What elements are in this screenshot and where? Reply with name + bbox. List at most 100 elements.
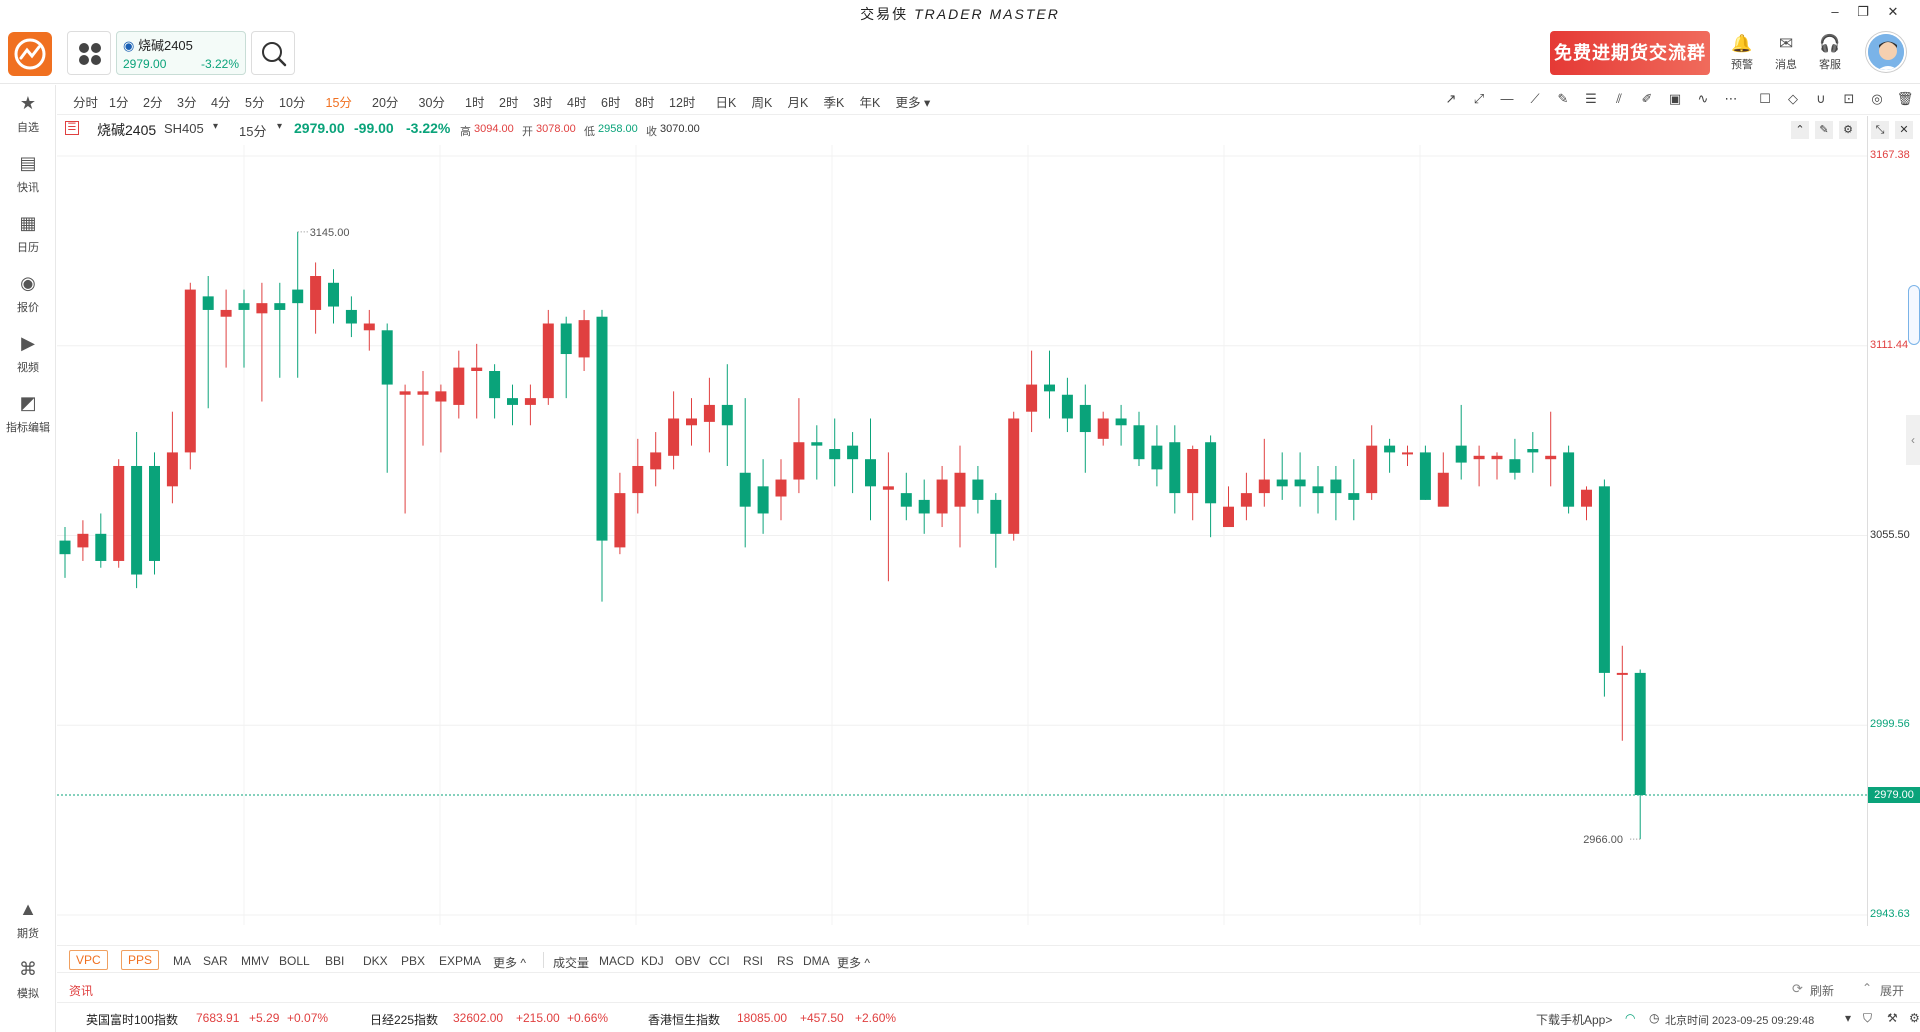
- minimize-button[interactable]: –: [1831, 4, 1839, 19]
- period-7[interactable]: 15分: [325, 96, 352, 110]
- collapse-panel-icon[interactable]: ‹: [1906, 415, 1920, 465]
- period-2[interactable]: 2分: [143, 96, 163, 110]
- index-name[interactable]: 日经225指数: [370, 1013, 439, 1027]
- indicator-main-0[interactable]: VPC: [69, 950, 108, 970]
- indicator-sub-4[interactable]: CCI: [709, 954, 730, 968]
- tools-icon[interactable]: ⚒: [1887, 1011, 1898, 1025]
- scroll-handle[interactable]: [1908, 285, 1920, 345]
- eraser-icon[interactable]: ◇: [1788, 91, 1798, 106]
- maximize-button[interactable]: ❐: [1857, 4, 1869, 19]
- index-name[interactable]: 香港恒生指数: [648, 1013, 721, 1027]
- indicator-main-4[interactable]: MMV: [241, 954, 269, 968]
- period-0[interactable]: 分时: [73, 96, 99, 110]
- avatar[interactable]: [1866, 32, 1906, 72]
- sidebar-item-watchlist[interactable]: ★ 自选: [0, 93, 56, 135]
- pen-tool-icon[interactable]: ✎: [1557, 91, 1569, 106]
- period-14[interactable]: 6时: [601, 96, 621, 110]
- chart-canvas[interactable]: 09-19 22:3009-20 11:3009-20 22:1509-21 1…: [57, 145, 1867, 925]
- sidebar-item-news[interactable]: ▤ 快讯: [0, 153, 56, 195]
- period-13[interactable]: 4时: [567, 96, 587, 110]
- period-3[interactable]: 3分: [177, 96, 197, 110]
- indicator-sub-8[interactable]: 更多 ^: [837, 956, 870, 970]
- promo-banner[interactable]: 免费进期货交流群: [1550, 31, 1710, 75]
- indicator-sub-1[interactable]: MACD: [599, 954, 635, 968]
- sidebar-item-quotes[interactable]: ◉ 报价: [0, 273, 56, 315]
- beijing-time[interactable]: 北京时间 2023-09-25 09:29:48: [1665, 1015, 1815, 1027]
- eye-icon[interactable]: ◎: [1871, 91, 1883, 106]
- indicator-main-7[interactable]: DKX: [363, 954, 388, 968]
- period-9[interactable]: 30分: [418, 96, 445, 110]
- period-4[interactable]: 4分: [211, 96, 231, 110]
- quote-period[interactable]: 15分: [239, 124, 267, 139]
- indicator-main-2[interactable]: MA: [173, 954, 191, 968]
- app-logo[interactable]: [8, 32, 52, 76]
- refresh-button[interactable]: 刷新: [1810, 984, 1835, 998]
- hline-tool-icon[interactable]: —: [1500, 91, 1514, 106]
- download-app-link[interactable]: 下载手机App>: [1536, 1013, 1613, 1027]
- indicator-sub-0[interactable]: 成交量: [553, 956, 590, 970]
- period-22[interactable]: 更多 ▾: [895, 96, 931, 110]
- search-button[interactable]: [251, 31, 295, 75]
- indicator-main-9[interactable]: EXPMA: [439, 954, 482, 968]
- apps-button[interactable]: [67, 31, 111, 75]
- quote-code[interactable]: SH405: [164, 121, 204, 136]
- magnet-icon[interactable]: ∪: [1816, 91, 1826, 106]
- segment-tool-icon[interactable]: ⟋: [1530, 91, 1540, 106]
- wave-tool-icon[interactable]: ∿: [1697, 91, 1709, 106]
- indicator-main-10[interactable]: 更多 ^: [493, 956, 526, 970]
- pin-icon[interactable]: ⤡: [1871, 121, 1889, 139]
- period-20[interactable]: 季K: [823, 96, 845, 110]
- indicator-sub-6[interactable]: RS: [777, 954, 794, 968]
- edit-icon[interactable]: ✎: [1815, 121, 1833, 139]
- sidebar-item-calendar[interactable]: ▦ 日历: [0, 213, 56, 255]
- more-tools-icon[interactable]: ⋯: [1724, 91, 1738, 106]
- indicator-main-8[interactable]: PBX: [401, 954, 426, 968]
- period-1[interactable]: 1分: [109, 96, 129, 110]
- period-6[interactable]: 10分: [279, 96, 306, 110]
- period-18[interactable]: 周K: [751, 96, 773, 110]
- period-8[interactable]: 20分: [372, 96, 399, 110]
- shield-icon[interactable]: ⛉: [1863, 1011, 1873, 1025]
- expand-icon[interactable]: ⌃: [1862, 981, 1873, 995]
- period-10[interactable]: 1时: [465, 96, 485, 110]
- indicator-main-6[interactable]: BBI: [325, 954, 345, 968]
- brush-tool-icon[interactable]: ✐: [1641, 91, 1653, 106]
- expand-button[interactable]: 展开: [1880, 984, 1905, 998]
- ticker-card[interactable]: ◉ 烧碱2405 2979.00 -3.22%: [116, 31, 246, 75]
- edit-tool-icon[interactable]: ☐: [1759, 91, 1771, 106]
- sidebar-item-video[interactable]: ▶ 视频: [0, 333, 56, 375]
- lock-icon[interactable]: ⊡: [1843, 91, 1855, 106]
- sidebar-item-indicator[interactable]: ◩ 指标编辑: [0, 393, 56, 435]
- refresh-icon[interactable]: ⟳: [1792, 981, 1803, 996]
- message-button[interactable]: ✉ 消息: [1768, 34, 1804, 72]
- indicator-sub-5[interactable]: RSI: [743, 954, 764, 968]
- period-11[interactable]: 2时: [499, 96, 519, 110]
- period-5[interactable]: 5分: [245, 96, 265, 110]
- image-tool-icon[interactable]: ▣: [1668, 91, 1682, 106]
- indicator-sub-2[interactable]: KDJ: [641, 954, 664, 968]
- service-button[interactable]: 🎧 客服: [1812, 34, 1848, 72]
- close-chart-icon[interactable]: ✕: [1895, 121, 1913, 139]
- period-15[interactable]: 8时: [635, 96, 655, 110]
- period-21[interactable]: 年K: [859, 96, 881, 110]
- candlestick-chart[interactable]: 09-19 22:3009-20 11:3009-20 22:1509-21 1…: [57, 145, 1867, 925]
- close-button[interactable]: ✕: [1887, 4, 1899, 19]
- news-label[interactable]: 资讯: [69, 984, 94, 998]
- period-17[interactable]: 日K: [715, 96, 737, 110]
- index-name[interactable]: 英国富时100指数: [86, 1013, 179, 1027]
- chart-type-icon[interactable]: ⌃: [1791, 121, 1809, 139]
- period-19[interactable]: 月K: [787, 96, 809, 110]
- trash-icon[interactable]: 🗑: [1896, 91, 1914, 106]
- indicator-main-1[interactable]: PPS: [121, 950, 160, 970]
- indicator-sub-3[interactable]: OBV: [675, 954, 701, 968]
- indicator-main-5[interactable]: BOLL: [279, 954, 310, 968]
- period-12[interactable]: 3时: [533, 96, 553, 110]
- quote-name[interactable]: 烧碱2405: [97, 122, 157, 138]
- settings-icon[interactable]: ⚙: [1909, 1011, 1920, 1025]
- fan-tool-icon[interactable]: ⫽: [1616, 91, 1622, 106]
- alert-button[interactable]: 🔔 预警: [1724, 34, 1760, 72]
- menu-icon[interactable]: ☰: [65, 121, 79, 135]
- settings-icon[interactable]: ⚙: [1839, 121, 1857, 139]
- sidebar-item-simulate[interactable]: ⌘ 模拟: [0, 959, 56, 1001]
- period-16[interactable]: 12时: [669, 96, 696, 110]
